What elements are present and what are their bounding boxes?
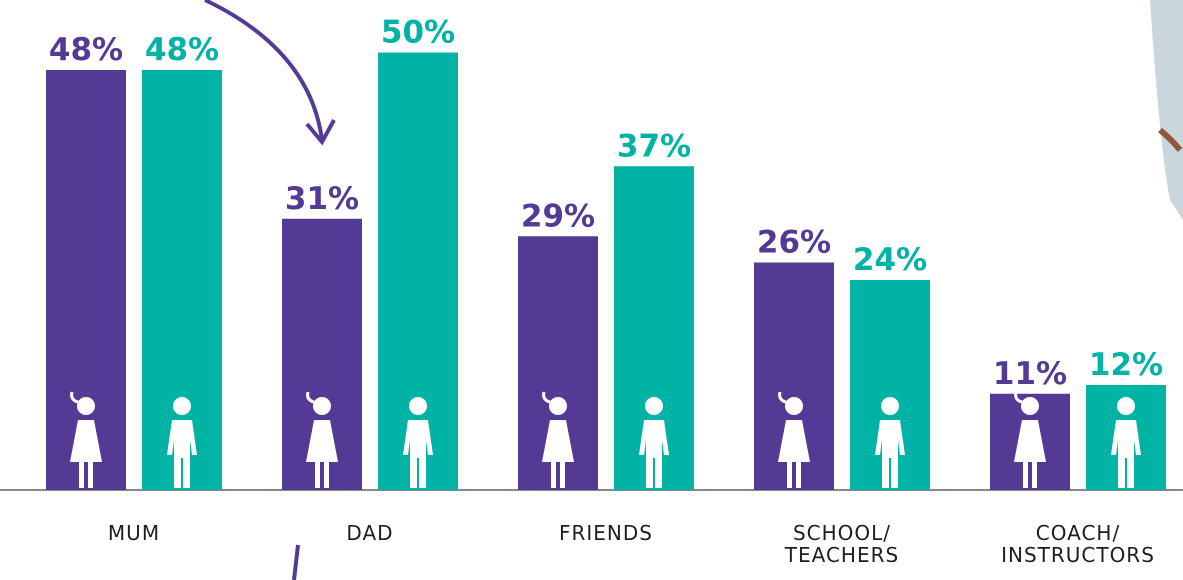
value-label: 11% [993,356,1067,392]
icon-part [79,460,84,488]
icon-part [167,420,197,488]
value-label: 12% [1089,347,1163,383]
value-label: 29% [521,198,595,234]
icon-part [313,397,331,415]
icon-part [1032,460,1037,488]
icon-part [549,397,567,415]
boy-icon [403,397,433,488]
girl-icon [70,391,102,488]
bar [378,52,458,490]
decorative-line [292,544,300,580]
value-label: 48% [145,32,219,68]
value-label: 31% [285,181,359,217]
boy-icon [639,397,669,488]
icon-part [1117,397,1135,415]
x-tick-label: COACH/ INSTRUCTORS [1001,521,1155,567]
icon-part [542,420,574,462]
boy-icon [875,397,905,488]
icon-part [875,420,905,488]
icon-part [315,460,320,488]
icon-part [778,420,810,462]
icon-part [70,420,102,462]
icon-part [88,460,93,488]
icon-part [403,420,433,488]
icon-part [785,397,803,415]
icon-part [1111,420,1141,488]
icon-part [778,391,787,404]
value-label: 26% [757,225,831,261]
icon-part [1023,460,1028,488]
girl-icon [1014,391,1046,488]
boy-icon [167,397,197,488]
icon-part [551,460,556,488]
boy-icon [1111,397,1141,488]
value-label: 24% [853,242,927,278]
icon-part [306,420,338,462]
icon-part [70,391,79,404]
icon-part [77,397,95,415]
girl-icon [778,391,810,488]
icon-part [645,397,663,415]
girl-icon [306,391,338,488]
arrow-head [305,119,336,146]
girl-icon [542,391,574,488]
icon-part [1014,391,1023,404]
icon-part [542,391,551,404]
icon-part [639,420,669,488]
photo-detail [1158,127,1183,152]
x-tick-label: DAD [346,521,394,545]
icon-part [306,391,315,404]
icon-part [409,397,427,415]
x-tick-label: FRIENDS [559,521,653,545]
icon-part [1021,397,1039,415]
bar [850,280,930,490]
value-label: 37% [617,128,691,164]
icon-part [173,397,191,415]
x-tick-label: SCHOOL/ TEACHERS [784,521,900,567]
icon-part [560,460,565,488]
photo-edge [1150,0,1183,220]
x-tick-label: MUM [107,521,161,545]
icon-part [796,460,801,488]
annotation-arrow [204,0,324,141]
icon-part [324,460,329,488]
value-label: 48% [49,32,123,68]
icon-part [881,397,899,415]
icon-part [1014,420,1046,462]
value-label: 50% [381,15,455,51]
icon-part [787,460,792,488]
